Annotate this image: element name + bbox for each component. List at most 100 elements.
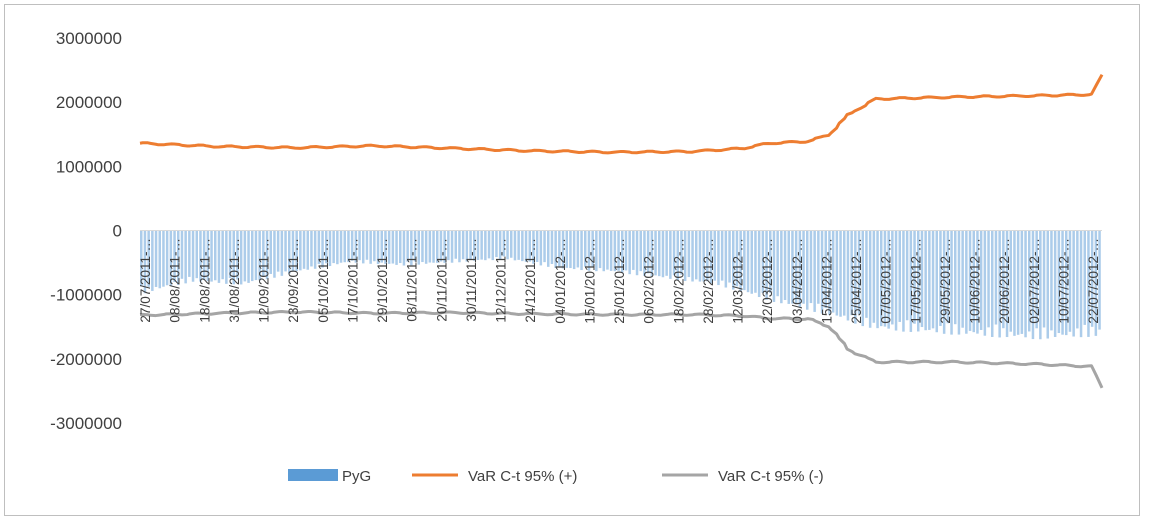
pyg-bar: [365, 230, 369, 260]
pyg-bar: [683, 230, 687, 282]
pyg-bar: [191, 230, 195, 282]
pyg-bar: [650, 230, 654, 277]
pyg-bar: [732, 230, 735, 290]
pyg-bar: [1098, 230, 1101, 330]
x-tick-label: 05/10/2011-…: [316, 238, 331, 323]
pyg-bar: [169, 230, 173, 287]
pyg-bar: [598, 230, 602, 269]
pyg-bar: [854, 230, 857, 324]
pyg-bar: [350, 230, 354, 261]
pyg-bar: [621, 230, 624, 273]
pyg-bar: [284, 230, 287, 272]
pyg-bar: [754, 230, 757, 293]
pyg-bar: [391, 230, 395, 264]
pyg-bar: [417, 230, 420, 265]
pyg-bar: [251, 230, 254, 282]
pyg-bar: [902, 230, 905, 332]
pyg-bar: [835, 230, 839, 316]
pyg-bar: [1068, 230, 1072, 332]
pyg-bar: [484, 230, 487, 261]
pyg-bar: [332, 230, 335, 264]
pyg-bar: [991, 230, 994, 337]
pyg-bar: [576, 230, 580, 268]
pyg-bar: [376, 230, 380, 264]
pyg-bar: [443, 230, 446, 263]
pyg-bar: [787, 230, 790, 304]
pyg-bar: [310, 230, 313, 267]
pyg-bar: [362, 230, 365, 264]
pyg-bar: [676, 230, 679, 281]
pyg-bar: [595, 230, 598, 272]
pyg-bar: [857, 230, 861, 315]
pyg-bar: [402, 230, 406, 266]
x-tick-label: 15/01/2012-…: [582, 238, 597, 324]
pyg-bar: [336, 230, 339, 265]
pyg-bar: [798, 230, 802, 307]
pyg-bar: [706, 230, 709, 282]
pyg-bar: [513, 230, 517, 261]
pyg-bar: [1050, 230, 1053, 331]
pyg-bar: [861, 230, 864, 327]
var-plus-line: [139, 73, 1104, 155]
x-tick-label: 25/04/2012-…: [849, 238, 864, 324]
pyg-bar: [288, 230, 291, 274]
pyg-bar: [543, 230, 546, 263]
pyg-bar: [151, 230, 154, 291]
pyg-bar: [743, 230, 746, 291]
pyg-bar: [1028, 230, 1031, 332]
pyg-bar: [1072, 230, 1075, 337]
y-tick-label: 1000000: [56, 157, 122, 176]
pyg-bar: [461, 230, 465, 260]
pyg-bar: [813, 230, 816, 312]
pyg-bar: [280, 230, 284, 276]
y-tick-label: 0: [113, 222, 122, 241]
pyg-bar: [428, 230, 432, 263]
x-tick-label: 12/09/2011-…: [257, 238, 272, 323]
x-tick-label: 29/05/2012-…: [938, 238, 953, 324]
pyg-bar: [917, 230, 920, 332]
pyg-bar: [380, 230, 383, 263]
pyg-bar: [865, 230, 868, 318]
pyg-bar: [550, 230, 554, 264]
pyg-bar: [972, 230, 975, 333]
pyg-bar: [173, 230, 176, 283]
pyg-bar: [591, 230, 594, 267]
pyg-bar: [609, 230, 613, 271]
pyg-bar: [140, 230, 143, 287]
pyg-bar: [243, 230, 247, 282]
pyg-bar: [950, 230, 953, 335]
pyg-bar: [450, 230, 454, 263]
pyg-bar: [221, 230, 224, 280]
pyg-bar: [687, 230, 691, 278]
pyg-bar: [317, 230, 321, 265]
legend: PyG VaR C-t 95% (+) VaR C-t 95% (-): [288, 468, 824, 485]
pyg-bar: [1009, 230, 1012, 332]
pyg-bar: [828, 230, 831, 315]
pyg-bar: [473, 230, 476, 261]
x-tick-label: 15/04/2012-…: [819, 238, 834, 324]
pyg-bar: [739, 230, 742, 292]
pyg-bar: [373, 230, 376, 262]
x-tick-label: 10/06/2012-…: [968, 238, 983, 324]
pyg-bar: [532, 230, 535, 264]
x-tick-label: 17/05/2012-…: [908, 238, 923, 324]
pyg-bar: [1031, 230, 1035, 340]
x-tick-label: 22/07/2012-…: [1086, 238, 1101, 324]
pyg-bar: [1024, 230, 1027, 338]
pyg-bar: [343, 230, 346, 263]
pyg-bar: [1061, 230, 1064, 335]
pyg-bar: [180, 230, 184, 279]
pyg-bar: [1053, 230, 1057, 337]
pyg-bar: [295, 230, 298, 272]
pyg-bar: [535, 230, 539, 262]
pyg-bar: [321, 230, 324, 268]
pyg-bar: [639, 230, 642, 272]
pyg-bar: [480, 230, 483, 260]
pyg-bar: [1079, 230, 1083, 338]
y-tick-label: -1000000: [50, 286, 122, 305]
pyg-bar: [868, 230, 872, 328]
pyg-bar: [506, 230, 509, 260]
pyg-bar: [454, 230, 457, 259]
pyg-bar: [177, 230, 180, 285]
